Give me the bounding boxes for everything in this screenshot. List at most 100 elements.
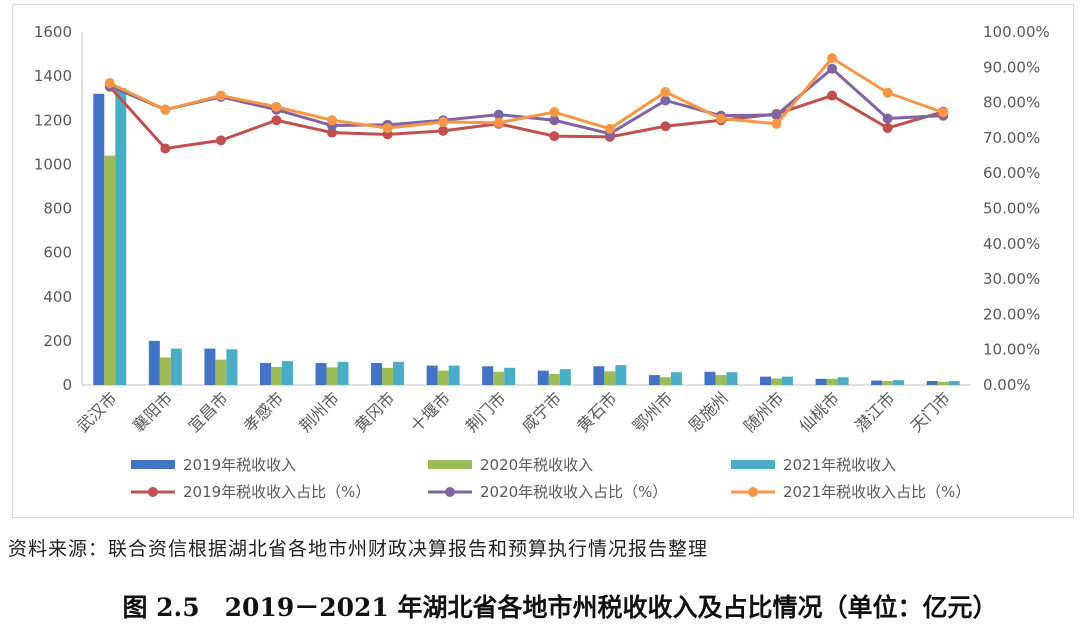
bar-2020-2 xyxy=(215,359,227,385)
category-label: 潜江市 xyxy=(851,388,898,435)
legend-label-line-2019: 2019年税收收入占比（%） xyxy=(183,483,370,501)
right-tick-label: 50.00% xyxy=(983,200,1040,218)
marker-2019-13 xyxy=(827,90,838,101)
right-tick-label: 100.00% xyxy=(983,23,1050,41)
left-tick-label: 1600 xyxy=(34,23,72,41)
bar-2021-0 xyxy=(115,88,127,386)
bar-2020-1 xyxy=(159,357,171,385)
marker-2021-1 xyxy=(160,104,171,115)
right-tick-label: 10.00% xyxy=(983,341,1040,359)
marker-2019-1 xyxy=(160,143,171,154)
left-tick-label: 800 xyxy=(43,200,72,218)
marker-2019-3 xyxy=(271,115,282,126)
legend-swatch-bar-2021 xyxy=(731,460,775,469)
right-tick-label: 80.00% xyxy=(983,94,1040,112)
bar-2020-10 xyxy=(659,377,671,385)
bar-2020-8 xyxy=(548,373,560,385)
legend-label-line-2020: 2020年税收收入占比（%） xyxy=(480,483,667,501)
marker-2019-8 xyxy=(549,131,560,142)
marker-2021-12 xyxy=(771,118,782,129)
bar-2019-10 xyxy=(648,375,660,385)
bar-2019-2 xyxy=(204,348,216,385)
left-tick-label: 0 xyxy=(62,376,72,394)
category-label: 黄冈市 xyxy=(351,388,398,435)
line-2019-share xyxy=(108,85,944,150)
marker-2020-10 xyxy=(660,95,671,106)
bar-2019-14 xyxy=(871,380,883,385)
marker-2019-4 xyxy=(327,127,338,138)
right-tick-label: 20.00% xyxy=(983,305,1040,323)
bar-2021-14 xyxy=(893,380,905,385)
category-label: 荆州市 xyxy=(295,388,342,435)
right-tick-label: 90.00% xyxy=(983,58,1040,76)
bar-2020-0 xyxy=(104,155,116,385)
left-tick-label: 1000 xyxy=(34,155,72,173)
right-tick-label: 30.00% xyxy=(983,270,1040,288)
legend-label-bar-2021: 2021年税收收入 xyxy=(783,456,896,474)
bar-2019-9 xyxy=(593,366,605,385)
bar-2020-13 xyxy=(826,378,838,385)
category-label: 随州市 xyxy=(740,388,787,435)
bar-2020-12 xyxy=(771,378,783,385)
bar-2019-1 xyxy=(148,340,160,385)
marker-2019-2 xyxy=(215,135,226,146)
bar-2021-13 xyxy=(837,377,849,385)
bar-2019-12 xyxy=(760,376,772,385)
marker-2021-9 xyxy=(604,123,615,134)
bar-2020-7 xyxy=(493,371,505,385)
legend-swatch-bar-2020 xyxy=(428,460,472,469)
marker-2021-7 xyxy=(493,117,504,128)
tax-revenue-chart: 0 200 400 600 800 1000 1200 1400 1600 0.00% 10.00%… xyxy=(34,23,1050,501)
bar-2021-12 xyxy=(782,376,794,385)
bar-2020-9 xyxy=(604,371,616,385)
bar-2021-15 xyxy=(948,381,960,385)
bar-2020-11 xyxy=(715,375,727,385)
bar-2021-3 xyxy=(281,361,293,385)
marker-2021-5 xyxy=(382,123,393,134)
marker-2019-14 xyxy=(882,123,893,134)
marker-2020-7 xyxy=(493,109,504,120)
bar-2021-10 xyxy=(670,372,682,385)
bar-2020-15 xyxy=(937,381,949,385)
legend-label-bar-2020: 2020年税收收入 xyxy=(480,456,593,474)
marker-2021-3 xyxy=(271,101,282,112)
marker-2019-10 xyxy=(660,121,671,132)
bar-2021-8 xyxy=(559,369,571,385)
bar-2019-15 xyxy=(926,381,938,385)
bar-2019-7 xyxy=(482,366,494,385)
marker-2021-6 xyxy=(438,117,449,128)
marker-2020-14 xyxy=(882,113,893,124)
right-tick-label: 40.00% xyxy=(983,235,1040,253)
bar-2019-11 xyxy=(704,371,716,385)
category-label: 襄阳市 xyxy=(129,388,176,435)
category-label: 宜昌市 xyxy=(184,388,231,435)
line-2021-share xyxy=(109,56,944,131)
legend-marker-line-2019 xyxy=(148,487,158,497)
bar-2019-6 xyxy=(426,365,438,385)
left-tick-label: 1200 xyxy=(34,111,72,129)
chart-frame: 0 200 400 600 800 1000 1200 1400 1600 0.00% 10.00%… xyxy=(12,4,1074,518)
marker-2021-0 xyxy=(104,78,115,89)
bar-2020-3 xyxy=(270,366,282,385)
category-label: 荆门市 xyxy=(462,388,509,435)
bar-2020-14 xyxy=(882,381,894,385)
category-label: 天门市 xyxy=(907,388,954,435)
left-tick-label: 600 xyxy=(43,244,72,262)
marker-2021-2 xyxy=(215,90,226,101)
marker-2020-8 xyxy=(549,115,560,126)
bar-2021-5 xyxy=(393,361,405,385)
bar-2020-6 xyxy=(437,370,449,385)
bar-2019-3 xyxy=(259,362,271,385)
bar-2019-4 xyxy=(315,362,327,385)
marker-2020-13 xyxy=(827,63,838,74)
category-label: 鄂州市 xyxy=(629,388,676,435)
category-label: 武汉市 xyxy=(73,388,120,435)
category-label: 黄石市 xyxy=(573,388,620,435)
bar-2019-0 xyxy=(93,93,105,386)
legend-swatch-bar-2019 xyxy=(131,460,175,469)
right-tick-label: 0.00% xyxy=(983,376,1031,394)
legend-marker-line-2021 xyxy=(748,487,758,497)
left-tick-label: 400 xyxy=(43,288,72,306)
bar-2021-9 xyxy=(615,365,627,385)
marker-2021-11 xyxy=(715,113,726,124)
